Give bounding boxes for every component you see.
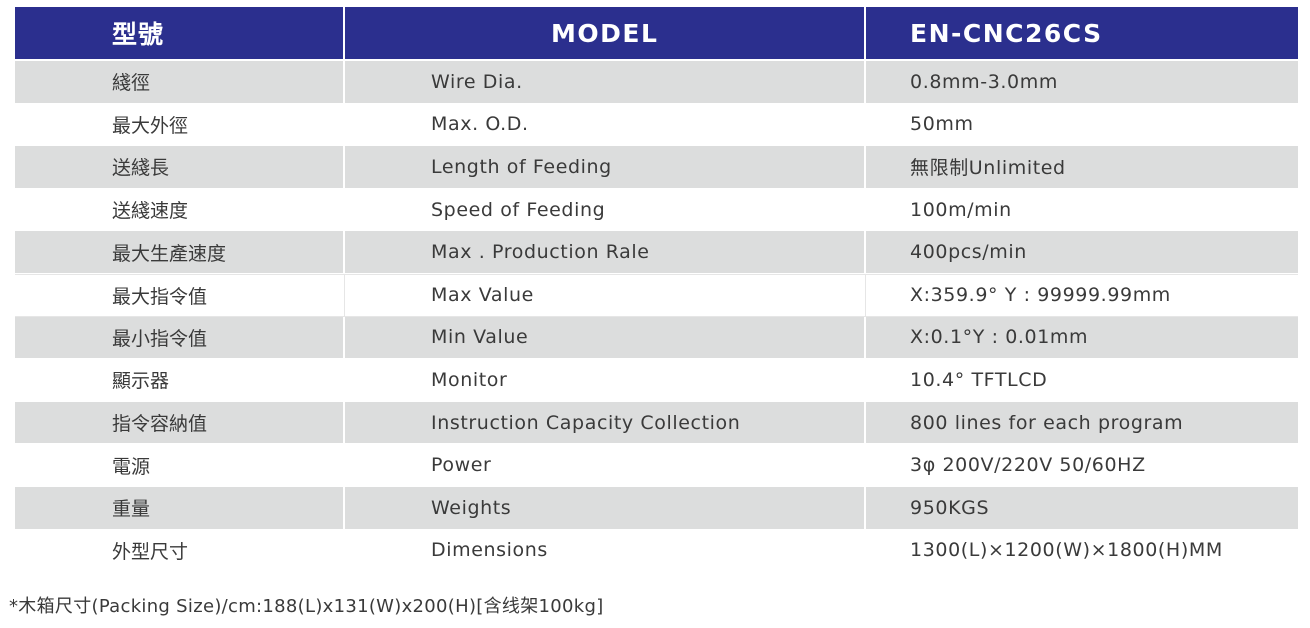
row-value: 3φ 200V/220V 50/60HZ: [910, 454, 1146, 477]
row-value: 50mm: [910, 113, 974, 136]
row-label-zh: 最大指令值: [15, 274, 345, 316]
row-label-en: Weights: [345, 486, 866, 529]
table-row: 送綫速度 Speed of Feeding 100m/min: [15, 188, 1298, 232]
header-model-value: EN-CNC26CS: [910, 18, 1103, 48]
table-row: 最小指令值 Min Value X:0.1°Y : 0.01mm: [15, 316, 1298, 360]
row-label-en: Max. O.D.: [345, 103, 866, 146]
row-label-zh: 最小指令值: [15, 316, 345, 359]
row-value: 1300(L)×1200(W)×1800(H)MM: [910, 539, 1223, 562]
row-label-en: Wire Dia.: [345, 61, 866, 103]
row-label-en: Max Value: [345, 274, 866, 316]
row-value: X:0.1°Y : 0.01mm: [910, 326, 1089, 349]
table-row: 最大生產速度 Max . Production Rale 400pcs/min: [15, 231, 1298, 274]
row-label-en: Min Value: [345, 316, 866, 359]
row-label-en: Monitor: [345, 359, 866, 401]
row-label-en: Speed of Feeding: [345, 188, 866, 231]
table-row: 指令容納值 Instruction Capacity Collection 80…: [15, 401, 1298, 445]
row-label-en: Dimensions: [345, 529, 866, 572]
row-label-zh: 指令容納值: [15, 401, 345, 444]
row-value: 100m/min: [910, 198, 1012, 221]
row-label-zh: 重量: [15, 486, 345, 529]
row-value: X:359.9° Y : 99999.99mm: [910, 284, 1171, 307]
packing-size-footnote: *木箱尺寸(Packing Size)/cm:188(L)x131(W)x200…: [9, 596, 604, 617]
row-label-en: Power: [345, 444, 866, 486]
table-row: 重量 Weights 950KGS: [15, 486, 1298, 530]
row-value: 950KGS: [910, 496, 990, 519]
header-model-en: MODEL: [345, 7, 866, 59]
row-value: 無限制Unlimited: [910, 157, 1066, 180]
row-value: 800 lines for each program: [910, 411, 1184, 434]
row-label-zh: 外型尺寸: [15, 529, 345, 572]
row-label-zh: 綫徑: [15, 61, 345, 103]
table-row: 最大指令值 Max Value X:359.9° Y : 99999.99mm: [15, 273, 1298, 317]
row-label-zh: 送綫長: [15, 146, 345, 188]
row-label-zh: 顯示器: [15, 359, 345, 401]
row-value: 10.4° TFTLCD: [910, 368, 1048, 391]
row-label-en: Max . Production Rale: [345, 231, 866, 273]
row-label-en: Instruction Capacity Collection: [345, 401, 866, 444]
row-value: 0.8mm-3.0mm: [910, 70, 1058, 93]
row-label-zh: 最大生產速度: [15, 231, 345, 273]
spec-table: 型號 MODEL EN-CNC26CS 綫徑 Wire Dia. 0.8mm-3…: [15, 7, 1298, 573]
table-row: 顯示器 Monitor 10.4° TFTLCD: [15, 359, 1298, 402]
table-row: 綫徑 Wire Dia. 0.8mm-3.0mm: [15, 61, 1298, 104]
row-label-en: Length of Feeding: [345, 146, 866, 188]
row-label-zh: 送綫速度: [15, 188, 345, 231]
table-header: 型號 MODEL EN-CNC26CS: [15, 7, 1298, 61]
table-row: 送綫長 Length of Feeding 無限制Unlimited: [15, 146, 1298, 189]
table-row: 最大外徑 Max. O.D. 50mm: [15, 103, 1298, 147]
table-row: 外型尺寸 Dimensions 1300(L)×1200(W)×1800(H)M…: [15, 529, 1298, 573]
header-model-zh: 型號: [15, 7, 345, 59]
row-value: 400pcs/min: [910, 241, 1027, 264]
row-label-zh: 電源: [15, 444, 345, 486]
table-row: 電源 Power 3φ 200V/220V 50/60HZ: [15, 444, 1298, 487]
row-label-zh: 最大外徑: [15, 103, 345, 146]
